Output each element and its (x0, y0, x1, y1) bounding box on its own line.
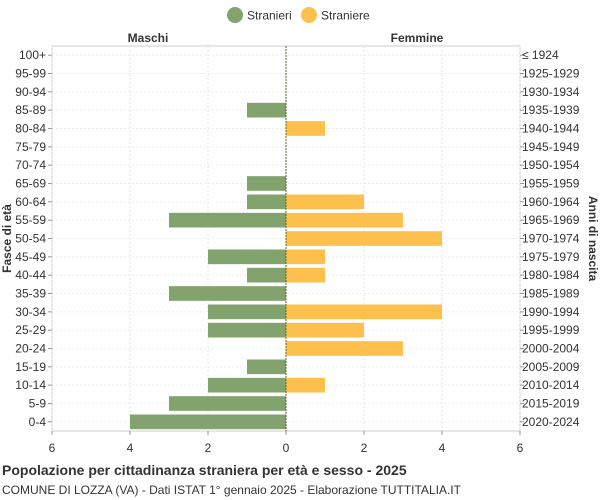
bar-straniere (286, 194, 364, 210)
bar-stranieri (247, 194, 286, 210)
age-group-label: 5-9 (29, 397, 47, 411)
bar-stranieri (247, 267, 286, 283)
age-group-label: 100+ (19, 48, 46, 62)
age-group-label: 65-69 (15, 177, 46, 191)
age-group-label: 60-64 (15, 195, 46, 209)
bar-straniere (286, 304, 442, 320)
y-axis-title-left: Fasce di età (0, 204, 14, 273)
birth-year-label: 1970-1974 (522, 232, 580, 246)
bar-stranieri (247, 359, 286, 375)
bar-stranieri (208, 322, 286, 338)
birth-year-label: 2000-2004 (522, 342, 580, 356)
tick-labels: 6 4 2 0 2 4 6 100+ ≤ 1924 95-99 1925-1929 90-94 1930… (0, 48, 600, 455)
bar-stranieri (247, 102, 286, 118)
bar-straniere (286, 341, 403, 356)
bar-stranieri (208, 377, 286, 393)
x-tick-label: 2 (205, 441, 212, 455)
birth-year-label: 1950-1954 (522, 158, 580, 172)
birth-year-label: 1980-1984 (522, 268, 580, 282)
bar-straniere (286, 267, 325, 283)
age-group-label: 80-84 (15, 122, 46, 136)
birth-year-label: 1935-1939 (522, 103, 580, 117)
age-group-label: 40-44 (15, 268, 46, 282)
left-header: Maschi (128, 31, 169, 45)
birth-year-label: 1975-1979 (522, 250, 580, 264)
age-group-label: 90-94 (15, 85, 46, 99)
legend-label-straniere: Straniere (321, 9, 370, 23)
legend-swatch-straniere (301, 7, 317, 23)
bar-stranieri (208, 249, 286, 265)
bar-stranieri (130, 414, 286, 430)
age-group-label: 85-89 (15, 103, 46, 117)
chart-subtitle: COMUNE DI LOZZA (VA) - Dati ISTAT 1° gen… (2, 483, 461, 497)
bar-stranieri (169, 396, 286, 411)
x-tick-label: 4 (127, 441, 134, 455)
bar-straniere (286, 231, 442, 246)
birth-year-label: 1925-1929 (522, 67, 580, 81)
x-tick-label: 6 (49, 441, 56, 455)
bar-straniere (286, 322, 364, 338)
birth-year-label: ≤ 1924 (522, 48, 559, 62)
birth-year-label: 2005-2009 (522, 360, 580, 374)
birth-year-label: 2010-2014 (522, 378, 580, 392)
y-axis-title-right: Anni di nascita (586, 196, 600, 282)
x-tick-label: 6 (517, 441, 524, 455)
legend: Stranieri Straniere (227, 7, 370, 23)
x-tick-label: 0 (283, 441, 290, 455)
birth-year-label: 1955-1959 (522, 177, 580, 191)
bar-straniere (286, 377, 325, 393)
age-group-label: 15-19 (15, 360, 46, 374)
birth-year-label: 1960-1964 (522, 195, 580, 209)
birth-year-label: 1940-1944 (522, 122, 580, 136)
bar-stranieri (169, 212, 286, 228)
age-group-label: 45-49 (15, 250, 46, 264)
bar-stranieri (247, 176, 286, 191)
birth-year-label: 2015-2019 (522, 397, 580, 411)
age-group-label: 55-59 (15, 213, 46, 227)
age-group-label: 95-99 (15, 67, 46, 81)
birth-year-label: 1990-1994 (522, 305, 580, 319)
age-group-label: 20-24 (15, 342, 46, 356)
bar-straniere (286, 121, 325, 136)
birth-year-label: 1945-1949 (522, 140, 580, 154)
legend-swatch-stranieri (227, 7, 243, 23)
birth-year-label: 1995-1999 (522, 323, 580, 337)
chart-title: Popolazione per cittadinanza straniera p… (2, 462, 407, 478)
bar-straniere (286, 249, 325, 265)
age-group-label: 30-34 (15, 305, 46, 319)
age-group-label: 70-74 (15, 158, 46, 172)
age-group-label: 0-4 (29, 415, 47, 429)
birth-year-label: 1930-1934 (522, 85, 580, 99)
legend-label-stranieri: Stranieri (247, 9, 292, 23)
right-header: Femmine (391, 31, 444, 45)
bar-stranieri (169, 286, 286, 301)
age-group-label: 75-79 (15, 140, 46, 154)
birth-year-label: 1985-1989 (522, 287, 580, 301)
bar-straniere (286, 212, 403, 228)
side-headers: Maschi Femmine (128, 31, 444, 45)
age-group-label: 25-29 (15, 323, 46, 337)
age-group-label: 50-54 (15, 232, 46, 246)
age-group-label: 10-14 (15, 378, 46, 392)
x-tick-label: 2 (361, 441, 368, 455)
birth-year-label: 2020-2024 (522, 415, 580, 429)
birth-year-label: 1965-1969 (522, 213, 580, 227)
bars (130, 46, 442, 431)
bar-stranieri (208, 304, 286, 320)
x-tick-label: 4 (439, 441, 446, 455)
age-group-label: 35-39 (15, 287, 46, 301)
